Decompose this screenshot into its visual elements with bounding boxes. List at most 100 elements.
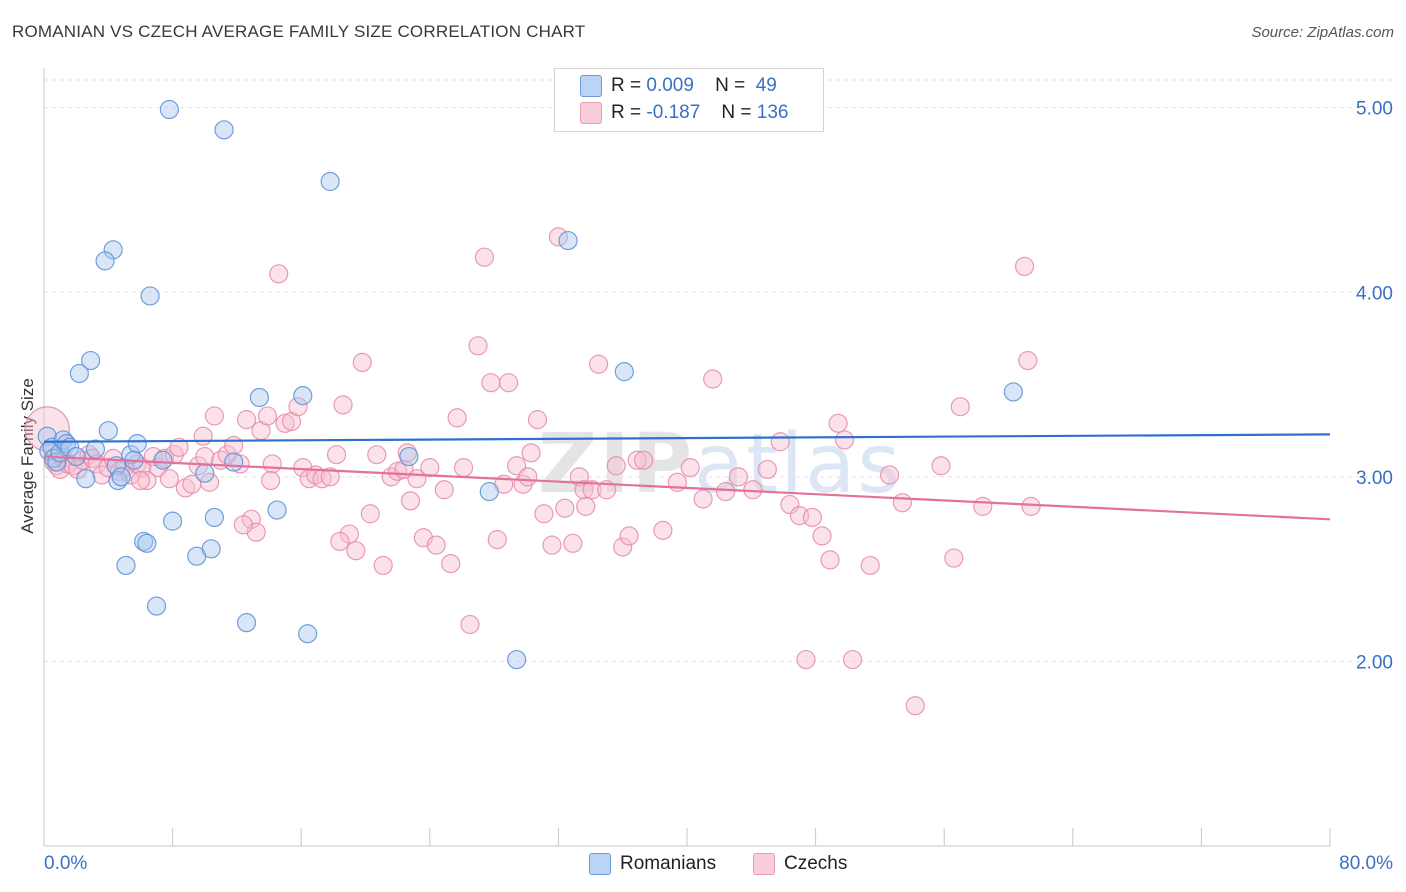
romanians-point	[507, 649, 527, 670]
legend-row-czechs-text: R = -0.187 N = 136	[611, 102, 788, 124]
czechs-point	[367, 445, 387, 465]
romanians-point	[267, 500, 287, 520]
romanians-points	[37, 99, 1023, 670]
czechs-point	[352, 352, 372, 373]
czechs-point	[269, 264, 289, 284]
czechs-point	[812, 526, 832, 546]
y-tick-label: 4.00	[1356, 283, 1393, 304]
n-label: N =	[715, 75, 746, 96]
czechs-point	[159, 469, 179, 489]
y-tick-label: 2.00	[1356, 652, 1393, 673]
romanians-point	[614, 362, 634, 382]
czechs-point	[426, 535, 446, 555]
czechs-point	[388, 461, 408, 481]
romanians-point	[108, 470, 128, 491]
czechs-point	[447, 408, 467, 428]
romanians-point	[140, 286, 160, 306]
czechs-point	[330, 531, 350, 552]
czechs-points	[24, 227, 1041, 716]
source-label: Source: ZipAtlas.com	[1251, 24, 1394, 41]
czechs-point	[619, 526, 639, 546]
czechs-point	[715, 482, 736, 502]
romanians-point	[127, 434, 147, 454]
czechs-point	[892, 493, 913, 513]
x-tick-label: 0.0%	[44, 853, 87, 874]
n-value-romanians: 49	[755, 75, 777, 96]
czechs-point	[339, 524, 360, 544]
romanians-point	[1003, 382, 1023, 402]
n-value-czechs: 136	[756, 102, 789, 123]
r-value-czechs: -0.187	[646, 102, 701, 123]
czechs-point	[588, 354, 609, 374]
tick-labels: 2.00 3.00 4.00 5.00 0.0% 80.0%	[44, 99, 1393, 874]
czechs-point	[680, 458, 700, 478]
romanians-trend-line	[43, 433, 1331, 443]
legend-item-czechs: Czechs	[753, 853, 847, 875]
czechs-point	[236, 410, 257, 430]
romanians-point	[76, 469, 96, 489]
czechs-point	[879, 465, 900, 485]
romanians-point	[214, 120, 234, 140]
czechs-point	[487, 529, 507, 550]
czechs-point	[481, 373, 501, 393]
czechs-point	[582, 480, 602, 500]
czechs-point	[842, 649, 863, 670]
romanians-point	[81, 350, 101, 371]
trend-lines	[43, 433, 1331, 521]
czechs-point	[633, 450, 654, 470]
romanians-point	[146, 596, 167, 616]
czechs-point	[204, 406, 224, 426]
czechs-point	[333, 395, 353, 415]
r-label: R =	[611, 102, 642, 123]
czechs-point	[563, 533, 583, 553]
romanians-point	[236, 613, 257, 633]
romanians-point	[85, 439, 106, 459]
czechs-point	[230, 454, 250, 474]
czechs-point	[518, 467, 538, 487]
czechs-point	[434, 480, 454, 500]
n-label: N =	[721, 102, 752, 123]
legend-label-czechs: Czechs	[784, 853, 848, 874]
czechs-point	[288, 397, 308, 417]
czechs-point	[576, 496, 596, 516]
romanians-point	[103, 240, 123, 260]
romanians-point	[298, 624, 318, 644]
romanians-point	[56, 434, 77, 454]
czechs-point	[262, 454, 282, 474]
romanians-point	[159, 99, 179, 120]
czechs-point	[534, 504, 554, 524]
czechs-point	[373, 555, 393, 576]
romanians-point	[111, 467, 131, 487]
czechs-point	[820, 550, 840, 570]
czechs-point	[275, 413, 295, 433]
czechs-point	[693, 489, 713, 509]
czechs-point	[728, 467, 749, 487]
legend-item-romanians: Romanians	[589, 853, 716, 875]
czechs-point	[468, 336, 488, 356]
czechs-point	[905, 696, 925, 716]
czechs-point	[802, 507, 822, 528]
czechs-point	[320, 467, 340, 487]
romanians-point	[558, 230, 578, 251]
czechs-point	[199, 472, 220, 492]
czechs-point	[193, 426, 213, 446]
legend-label-romanians: Romanians	[620, 853, 717, 874]
czechs-point	[828, 413, 848, 433]
czechs-point	[175, 478, 196, 498]
czechs-point	[1018, 350, 1038, 371]
czechs-point	[555, 498, 575, 518]
czechs-point	[346, 541, 366, 561]
czechs-point	[770, 432, 790, 452]
y-tick-label: 3.00	[1356, 468, 1393, 489]
czechs-point	[224, 435, 244, 456]
romanians-point	[293, 386, 313, 406]
czechs-point	[195, 446, 215, 467]
romanians-point	[320, 171, 340, 192]
czechs-swatch	[753, 853, 775, 875]
romanians-point	[116, 555, 136, 576]
romanians-point	[69, 363, 89, 384]
legend-row-romanians-text: R = 0.009 N = 49	[611, 75, 777, 97]
czechs-point	[498, 373, 519, 393]
czechs-point	[233, 515, 253, 535]
